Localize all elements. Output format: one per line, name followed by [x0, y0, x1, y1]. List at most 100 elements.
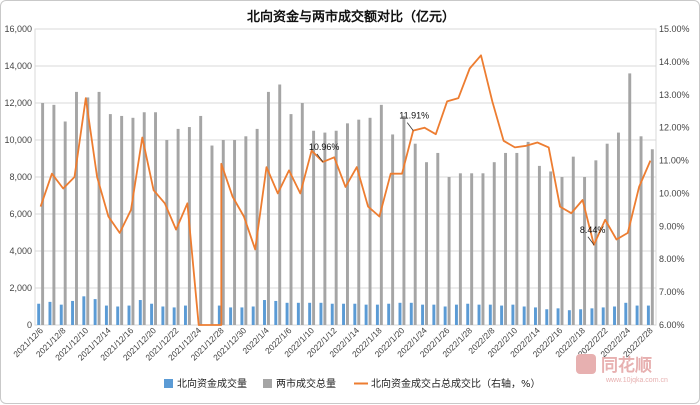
bar-total	[244, 136, 247, 325]
bar-northbound	[500, 306, 503, 325]
bar-northbound	[455, 305, 458, 325]
bar-total	[572, 157, 575, 325]
bar-total	[402, 116, 405, 325]
bar-total	[75, 92, 78, 325]
bar-northbound	[410, 303, 413, 325]
bar-total	[346, 123, 349, 325]
bar-northbound	[376, 305, 379, 325]
bar-total	[369, 118, 372, 325]
watermark-logo: 同花顺 www.10jqka.com.cn	[576, 354, 668, 384]
bar-total	[606, 144, 609, 325]
bar-northbound	[105, 306, 108, 325]
bar-northbound	[444, 307, 447, 326]
bar-northbound	[150, 304, 153, 325]
bar-northbound	[116, 307, 119, 326]
bar-total	[583, 177, 586, 325]
y-left-tick-label: 2,000	[9, 283, 32, 293]
bar-northbound	[331, 304, 334, 325]
legend-label-total: 两市成交总量	[276, 377, 336, 390]
watermark-brand: 同花顺	[601, 355, 652, 376]
bar-northbound	[128, 306, 131, 325]
bar-northbound	[545, 309, 548, 325]
bar-total	[617, 133, 620, 325]
bar-northbound	[229, 307, 232, 325]
bar-northbound	[534, 307, 537, 325]
bar-northbound	[297, 303, 300, 325]
bar-total	[459, 173, 462, 325]
bar-northbound	[647, 306, 650, 325]
bar-total	[199, 116, 202, 325]
bar-total	[165, 140, 168, 325]
bar-total	[64, 122, 67, 326]
annotation-label: 11.91%	[399, 111, 429, 121]
bar-total	[357, 120, 360, 325]
bar-northbound	[286, 303, 289, 325]
bar-total	[52, 105, 55, 325]
bar-northbound	[252, 307, 255, 326]
bar-total	[470, 173, 473, 325]
y-axis-left: 02,0004,0006,0008,00010,00012,00014,0001…	[4, 24, 32, 330]
y-right-tick-label: 15.00%	[659, 24, 690, 34]
y-right-tick-label: 13.00%	[659, 90, 690, 100]
watermark-site: www.10jqka.com.cn	[605, 377, 668, 384]
bar-northbound	[184, 306, 187, 325]
bar-total	[267, 92, 270, 325]
y-right-tick-label: 10.00%	[659, 188, 690, 198]
bar-northbound	[624, 303, 627, 325]
bar-northbound	[37, 304, 40, 325]
bar-northbound	[478, 305, 481, 325]
bar-total	[651, 149, 654, 325]
bar-northbound	[613, 307, 616, 326]
bar-total	[549, 171, 552, 325]
bar-northbound	[399, 303, 402, 325]
y-right-tick-label: 9.00%	[659, 221, 685, 231]
legend-swatch-total	[263, 379, 272, 388]
legend-label-northbound: 北向资金成交量	[177, 377, 247, 390]
bar-total	[41, 103, 44, 325]
bar-northbound	[240, 307, 243, 325]
y-right-tick-label: 7.00%	[659, 287, 685, 297]
bar-total	[154, 112, 157, 325]
bar-northbound	[49, 302, 52, 325]
y-left-tick-label: 16,000	[4, 24, 32, 34]
y-left-tick-label: 0	[27, 320, 32, 330]
bar-total	[120, 116, 123, 325]
bar-total	[312, 131, 315, 325]
bar-northbound	[489, 305, 492, 325]
y-right-tick-label: 11.00%	[659, 156, 689, 166]
bar-northbound	[139, 300, 142, 325]
bar-total	[98, 92, 101, 325]
bar-northbound	[365, 305, 368, 325]
bar-northbound	[342, 304, 345, 325]
bar-northbound	[263, 300, 266, 325]
bar-northbound	[387, 304, 390, 325]
y-left-tick-label: 4,000	[9, 246, 32, 256]
y-left-tick-label: 6,000	[9, 209, 32, 219]
bar-total	[278, 85, 281, 326]
bar-northbound	[173, 307, 176, 325]
bar-northbound	[466, 304, 469, 325]
bar-northbound	[71, 301, 74, 325]
chart-title: 北向资金与两市成交额对比（亿元）	[247, 9, 455, 25]
bar-northbound	[161, 307, 164, 326]
y-left-tick-label: 10,000	[4, 135, 32, 145]
bar-northbound	[274, 301, 277, 325]
bar-total	[481, 173, 484, 325]
bar-northbound	[432, 305, 435, 325]
y-left-tick-label: 12,000	[4, 98, 32, 108]
bar-total	[515, 153, 518, 325]
bar-northbound	[421, 305, 424, 325]
y-left-tick-label: 8,000	[9, 172, 32, 182]
y-right-tick-label: 8.00%	[659, 254, 685, 264]
bar-total	[504, 153, 507, 325]
bar-northbound	[557, 308, 560, 325]
bar-total	[301, 103, 304, 325]
bar-northbound	[94, 299, 97, 325]
bar-total	[493, 162, 496, 325]
y-right-tick-label: 14.00%	[659, 57, 690, 67]
legend: 北向资金成交量两市成交总量北向资金成交占总成交比（右轴，%）	[164, 377, 541, 390]
y-axis-right: 6.00%7.00%8.00%9.00%10.00%11.00%12.00%13…	[659, 24, 690, 330]
bar-northbound	[636, 306, 639, 325]
bar-total	[436, 153, 439, 325]
bar-total	[561, 177, 564, 325]
